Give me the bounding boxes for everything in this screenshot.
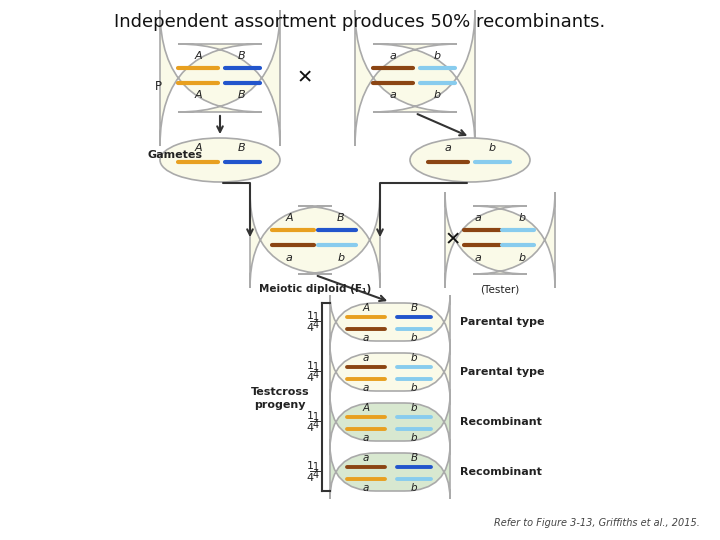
Text: B: B <box>238 51 246 61</box>
Text: b: b <box>410 333 418 343</box>
Text: A: A <box>194 90 202 100</box>
Text: a: a <box>390 90 397 100</box>
Text: a: a <box>363 383 369 393</box>
Text: b: b <box>433 90 441 100</box>
Text: B: B <box>238 143 246 153</box>
Text: a: a <box>363 483 369 493</box>
Ellipse shape <box>160 138 280 182</box>
Text: b: b <box>410 433 418 443</box>
Text: 1
4: 1 4 <box>307 461 314 483</box>
Text: 1
4: 1 4 <box>307 311 314 333</box>
Text: Recombinant: Recombinant <box>460 467 542 477</box>
FancyBboxPatch shape <box>330 346 450 399</box>
Text: a: a <box>474 253 482 263</box>
Text: Independent assortment produces 50% recombinants.: Independent assortment produces 50% reco… <box>114 13 606 31</box>
Text: b: b <box>410 483 418 493</box>
Text: P: P <box>155 80 162 93</box>
Text: b: b <box>338 253 345 263</box>
Text: 1: 1 <box>313 462 319 472</box>
FancyBboxPatch shape <box>330 295 450 349</box>
Text: b: b <box>410 403 418 413</box>
Text: 4: 4 <box>313 470 319 480</box>
Text: A: A <box>194 51 202 61</box>
FancyBboxPatch shape <box>445 192 555 288</box>
Text: B: B <box>238 90 246 100</box>
FancyBboxPatch shape <box>250 192 380 288</box>
Text: A: A <box>362 403 369 413</box>
Text: b: b <box>410 353 418 363</box>
Text: b: b <box>518 253 526 263</box>
Text: a: a <box>363 333 369 343</box>
Text: a: a <box>390 51 397 61</box>
Text: a: a <box>286 253 292 263</box>
Text: a: a <box>363 353 369 363</box>
Text: 4: 4 <box>313 320 319 330</box>
Text: A: A <box>194 143 202 153</box>
FancyBboxPatch shape <box>160 10 280 146</box>
Text: Gametes: Gametes <box>148 150 203 160</box>
Text: 1: 1 <box>313 412 319 422</box>
Text: B: B <box>337 213 345 223</box>
Text: b: b <box>488 143 495 153</box>
Text: a: a <box>363 433 369 443</box>
Text: (Tester): (Tester) <box>480 284 520 294</box>
Text: ✕: ✕ <box>297 69 313 87</box>
Text: Meiotic diploid (F₁): Meiotic diploid (F₁) <box>259 284 371 294</box>
Text: Parental type: Parental type <box>460 367 544 377</box>
Text: Refer to Figure 3-13, Griffiths et al., 2015.: Refer to Figure 3-13, Griffiths et al., … <box>494 518 700 528</box>
Text: b: b <box>518 213 526 223</box>
Text: 1
4: 1 4 <box>307 361 314 383</box>
Text: a: a <box>444 143 451 153</box>
Text: a: a <box>474 213 482 223</box>
FancyBboxPatch shape <box>355 10 475 146</box>
Text: b: b <box>433 51 441 61</box>
Text: ✕: ✕ <box>445 231 462 249</box>
FancyBboxPatch shape <box>330 446 450 498</box>
Text: 4: 4 <box>313 370 319 380</box>
FancyBboxPatch shape <box>330 395 450 449</box>
Text: B: B <box>410 453 418 463</box>
Text: A: A <box>285 213 293 223</box>
Text: 4: 4 <box>313 420 319 430</box>
Text: 1: 1 <box>313 362 319 372</box>
Text: Parental type: Parental type <box>460 317 544 327</box>
Text: A: A <box>362 303 369 313</box>
Text: 1
4: 1 4 <box>307 411 314 433</box>
Text: B: B <box>410 303 418 313</box>
Text: b: b <box>410 383 418 393</box>
Text: progeny: progeny <box>254 400 306 410</box>
Text: a: a <box>363 453 369 463</box>
Text: Recombinant: Recombinant <box>460 417 542 427</box>
Ellipse shape <box>410 138 530 182</box>
Text: Testcross: Testcross <box>251 387 310 397</box>
Text: 1: 1 <box>313 312 319 322</box>
